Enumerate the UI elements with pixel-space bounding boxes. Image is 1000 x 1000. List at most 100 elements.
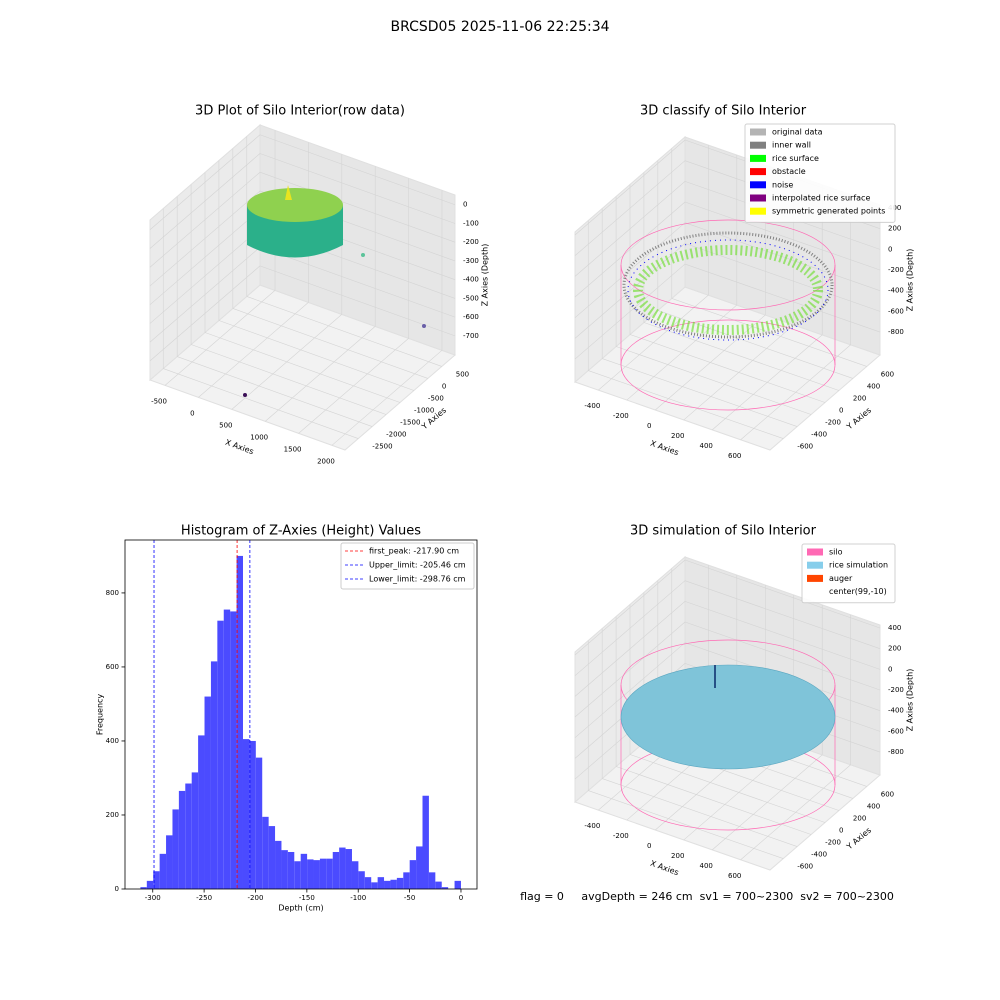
x-tick-label: -250 — [196, 894, 212, 902]
x-tick-label: -50 — [404, 894, 415, 902]
x-tick-label: 0 — [190, 409, 194, 417]
legend-label: center(99,-10) — [829, 587, 887, 596]
legend-swatch — [750, 128, 766, 136]
y-tick-label: 0 — [839, 827, 843, 835]
bar — [146, 880, 154, 889]
bar — [140, 887, 147, 889]
grid-line — [574, 621, 686, 718]
x-tick-label: -300 — [145, 894, 161, 902]
bar — [409, 860, 417, 889]
grid-line — [602, 358, 798, 427]
z-tick-label: -700 — [463, 332, 479, 340]
x-tick-label: -200 — [248, 894, 264, 902]
bar — [390, 879, 397, 889]
x-axis-label: X Axies — [649, 439, 680, 458]
z-tick-label: 0 — [888, 245, 892, 253]
x-tick-label: 200 — [671, 432, 684, 440]
chart-title: 3D Plot of Silo Interior(row data) — [195, 104, 405, 119]
x-tick-label: -200 — [613, 412, 629, 420]
decoration — [622, 231, 834, 339]
grid-line — [232, 308, 428, 379]
decoration — [243, 393, 247, 397]
grid-line — [149, 246, 261, 343]
bar — [454, 880, 461, 889]
z-tick-label: -400 — [888, 707, 904, 715]
bar — [198, 735, 205, 889]
x-tick-label: 400 — [700, 862, 713, 870]
bar — [326, 858, 333, 889]
grid-line — [684, 559, 881, 629]
z-tick-label: -200 — [888, 266, 904, 274]
x-tick-label: 600 — [728, 452, 741, 460]
x-tick-label: 1500 — [284, 445, 302, 453]
x-tick-label: -200 — [613, 832, 629, 840]
legend-swatch — [750, 141, 766, 149]
grid-line — [588, 790, 784, 859]
y-tick-label: -400 — [811, 431, 827, 439]
decoration — [627, 239, 829, 341]
grid-line — [684, 601, 881, 670]
z-tick-label: -500 — [463, 294, 479, 302]
x-axis-label: X Axies — [649, 859, 680, 878]
z-tick-label: 200 — [888, 225, 901, 233]
bar — [210, 661, 218, 889]
x-axis-label: Depth (cm) — [278, 904, 323, 913]
bar — [300, 853, 308, 889]
z-tick-label: -600 — [888, 727, 904, 735]
legend-box — [744, 123, 896, 223]
z-tick-label: -200 — [463, 238, 479, 246]
y-tick-label: 200 — [853, 394, 866, 402]
grid-line — [588, 370, 784, 439]
bar — [294, 861, 301, 889]
x-tick-label: 500 — [219, 421, 232, 429]
chart-title: 3D classify of Silo Interior — [640, 104, 807, 119]
z-axis-label: Z Axies (Depth) — [906, 249, 915, 312]
grid-line — [218, 320, 415, 391]
y-tick-label: 600 — [106, 663, 119, 671]
legend-label: noise — [772, 180, 793, 189]
bar — [242, 739, 250, 889]
grid-line — [149, 265, 261, 362]
bar — [268, 826, 276, 889]
grid-line — [190, 344, 387, 415]
bar — [153, 871, 160, 889]
y-tick-label: 600 — [881, 370, 894, 378]
bar — [416, 846, 423, 889]
legend-label: silo — [829, 548, 843, 557]
y-tick-label: -200 — [825, 839, 841, 847]
legend-label: auger — [829, 574, 853, 583]
bar — [275, 840, 282, 889]
z-tick-label: -800 — [888, 328, 904, 336]
x-tick-label: 0 — [647, 842, 651, 850]
z-tick-label: -800 — [888, 748, 904, 756]
bar — [281, 850, 288, 889]
x-tick-label: 2000 — [317, 457, 335, 465]
grid-line — [602, 778, 798, 847]
legend-swatch — [807, 561, 823, 569]
bar — [191, 772, 199, 889]
legend-label: rice simulation — [829, 561, 888, 570]
y-tick-label: 600 — [881, 790, 894, 798]
grid-line — [177, 356, 373, 427]
grid-line — [259, 246, 456, 318]
y-tick-label: -2000 — [386, 431, 406, 439]
grid-line — [574, 181, 686, 277]
grid-line — [574, 559, 686, 656]
decoration — [422, 324, 426, 328]
bar — [339, 847, 346, 889]
z-tick-label: -600 — [463, 313, 479, 321]
decoration — [633, 245, 823, 335]
chart-title: 3D simulation of Silo Interior — [630, 524, 817, 539]
bar — [204, 696, 211, 889]
bar — [178, 790, 186, 889]
grid-line — [615, 766, 812, 835]
legend-label: Lower_limit: -298.76 cm — [369, 575, 466, 584]
bar — [313, 860, 320, 889]
bar — [332, 851, 340, 889]
legend-swatch — [750, 154, 766, 162]
y-tick-label: -600 — [797, 443, 813, 451]
legend-label: first_peak: -217.90 cm — [369, 547, 459, 556]
grid-line — [684, 621, 881, 691]
bar — [249, 740, 256, 889]
grid-line — [574, 642, 686, 738]
